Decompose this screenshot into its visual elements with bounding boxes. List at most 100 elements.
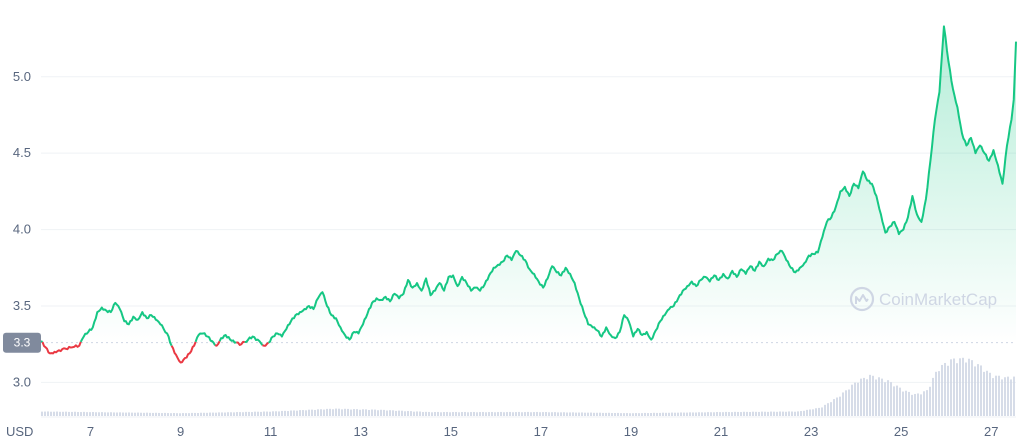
volume-bar bbox=[689, 412, 691, 416]
volume-bar bbox=[572, 412, 574, 416]
volume-bar bbox=[122, 412, 124, 416]
volume-bar bbox=[920, 394, 922, 416]
volume-bar bbox=[290, 410, 292, 416]
volume-bar bbox=[200, 412, 202, 416]
price-line-down bbox=[214, 340, 221, 347]
volume-bar bbox=[569, 412, 571, 416]
volume-bar bbox=[377, 410, 379, 416]
volume-bar bbox=[797, 411, 799, 416]
volume-bar bbox=[650, 413, 652, 416]
volume-bar bbox=[635, 413, 637, 416]
volume-bar bbox=[833, 399, 835, 416]
volume-bar bbox=[662, 412, 664, 416]
volume-bar bbox=[467, 412, 469, 416]
volume-bar bbox=[893, 386, 895, 416]
volume-bar bbox=[680, 412, 682, 416]
volume-bar bbox=[95, 412, 97, 416]
volume-bar bbox=[830, 402, 832, 416]
price-area bbox=[41, 26, 1016, 343]
volume-bar bbox=[824, 404, 826, 416]
volume-bar bbox=[116, 412, 118, 416]
volume-bar bbox=[476, 412, 478, 416]
volume-bar bbox=[404, 411, 406, 416]
x-tick-label: 17 bbox=[534, 424, 548, 439]
volume-bar bbox=[311, 409, 313, 416]
volume-bar bbox=[449, 412, 451, 416]
volume-bar bbox=[455, 411, 457, 416]
volume-bar bbox=[608, 412, 610, 416]
volume-bar bbox=[962, 357, 964, 416]
volume-bar bbox=[848, 389, 850, 416]
volume-bar bbox=[581, 412, 583, 416]
volume-bar bbox=[755, 411, 757, 416]
volume-bar bbox=[107, 412, 109, 416]
volume-bar bbox=[212, 412, 214, 416]
volume-bar bbox=[113, 412, 115, 416]
volume-bar bbox=[47, 411, 49, 416]
volume-bar bbox=[152, 412, 154, 416]
volume-bar bbox=[521, 412, 523, 416]
volume-bar bbox=[296, 410, 298, 416]
volume-bar bbox=[101, 412, 103, 416]
volume-bar bbox=[686, 412, 688, 416]
volume-bar bbox=[410, 411, 412, 416]
volume-bar bbox=[419, 411, 421, 416]
volume-bar bbox=[482, 411, 484, 416]
volume-bar bbox=[1007, 376, 1009, 416]
volume-bar bbox=[254, 411, 256, 416]
price-line-up bbox=[79, 301, 173, 347]
volume-bar bbox=[323, 409, 325, 416]
volume-bar bbox=[386, 410, 388, 416]
volume-bar bbox=[389, 410, 391, 416]
volume-bar bbox=[209, 412, 211, 416]
volume-bar bbox=[641, 413, 643, 416]
volume-bar bbox=[275, 411, 277, 416]
volume-bar bbox=[104, 412, 106, 416]
volume-bar bbox=[53, 411, 55, 416]
y-tick-label: 4.5 bbox=[13, 145, 31, 160]
volume-bar bbox=[557, 412, 559, 416]
volume-bar bbox=[986, 370, 988, 416]
volume-bar bbox=[971, 360, 973, 416]
price-line-down bbox=[262, 341, 270, 347]
volume-bar bbox=[428, 411, 430, 416]
volume-bar bbox=[350, 409, 352, 416]
volume-bar bbox=[941, 364, 943, 416]
volume-bar bbox=[1013, 376, 1015, 416]
volume-bar bbox=[656, 412, 658, 416]
volume-bar bbox=[227, 412, 229, 416]
volume-bar bbox=[935, 371, 937, 416]
volume-bar bbox=[791, 411, 793, 416]
volume-bar bbox=[446, 411, 448, 416]
volume-bar bbox=[41, 411, 43, 416]
volume-bar bbox=[191, 412, 193, 416]
volume-bar bbox=[827, 403, 829, 416]
volume-bar bbox=[977, 364, 979, 416]
volume-bar bbox=[416, 411, 418, 416]
volume-bar bbox=[596, 412, 598, 416]
volume-bar bbox=[548, 412, 550, 416]
volume-bar bbox=[314, 409, 316, 416]
volume-bar bbox=[308, 409, 310, 416]
volume-bar bbox=[926, 390, 928, 416]
volume-bar bbox=[884, 382, 886, 416]
volume-bar bbox=[473, 411, 475, 416]
volume-bar bbox=[623, 413, 625, 416]
volume-bar bbox=[575, 412, 577, 416]
volume-bar bbox=[968, 358, 970, 416]
volume-bar bbox=[530, 412, 532, 416]
volume-bar bbox=[785, 411, 787, 416]
volume-bar bbox=[281, 410, 283, 416]
x-tick-label: 19 bbox=[624, 424, 638, 439]
volume-bar bbox=[587, 412, 589, 416]
volume-bar bbox=[899, 387, 901, 416]
volume-bar bbox=[716, 412, 718, 416]
x-tick-label: 9 bbox=[177, 424, 184, 439]
volume-bar bbox=[452, 412, 454, 416]
volume-bar bbox=[944, 362, 946, 416]
price-badge-background bbox=[3, 332, 41, 353]
volume-bar bbox=[185, 413, 187, 416]
volume-bar bbox=[407, 411, 409, 416]
volume-bar bbox=[914, 393, 916, 416]
